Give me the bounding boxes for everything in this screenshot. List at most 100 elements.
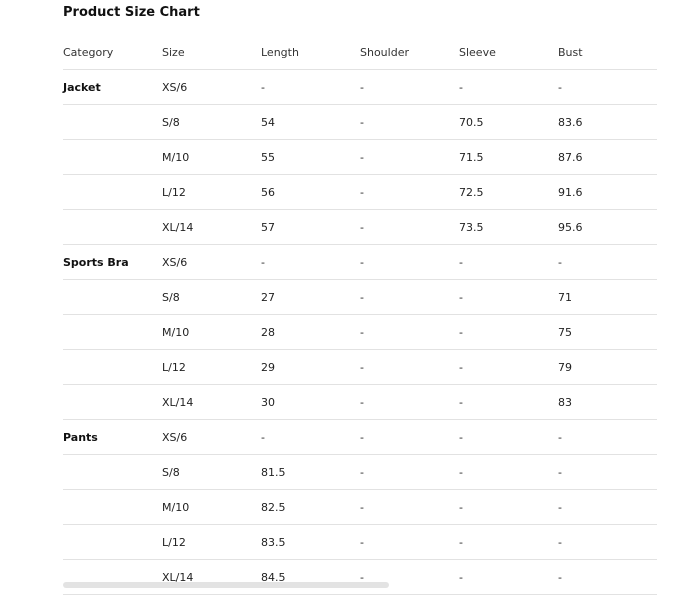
- cell-size: L/12: [162, 349, 261, 385]
- cell-bust: 95.6: [558, 209, 657, 245]
- cell-bust: -: [558, 489, 657, 525]
- cell-category: [63, 559, 162, 595]
- table-row: XL/14 57-73.5 95.6: [63, 209, 657, 245]
- column-header-sleeve: Sleeve: [459, 35, 558, 70]
- horizontal-scrollbar[interactable]: [63, 582, 389, 588]
- table-row: Sports Bra XS/6- - - -: [63, 244, 657, 280]
- cell-shoulder: -: [360, 489, 459, 525]
- cell-sleeve: -: [459, 489, 558, 525]
- table-row: XL/14 30- -83: [63, 384, 657, 420]
- cell-sleeve: 70.5: [459, 104, 558, 140]
- table-row: S/8 81.5- - -: [63, 454, 657, 490]
- cell-size: M/10: [162, 139, 261, 175]
- cell-length: 29: [261, 349, 360, 385]
- table-row: M/10 55-71.5 87.6: [63, 139, 657, 175]
- cell-category: Jacket: [63, 69, 162, 105]
- cell-sleeve: -: [459, 384, 558, 420]
- cell-category: [63, 524, 162, 560]
- cell-shoulder: -: [360, 349, 459, 385]
- cell-size: S/8: [162, 279, 261, 315]
- cell-length: 81.5: [261, 454, 360, 490]
- cell-size: XL/14: [162, 559, 261, 595]
- cell-bust: 87.6: [558, 139, 657, 175]
- table-row: M/10 82.5- - -: [63, 489, 657, 525]
- table-row: L/12 29- -79: [63, 349, 657, 385]
- cell-length: 30: [261, 384, 360, 420]
- table-row: Jacket XS/6- - - -: [63, 69, 657, 105]
- cell-bust: 79: [558, 349, 657, 385]
- column-header-length: Length: [261, 35, 360, 70]
- cell-length: 55: [261, 139, 360, 175]
- cell-category: [63, 139, 162, 175]
- cell-length: 54: [261, 104, 360, 140]
- cell-size: XS/6: [162, 244, 261, 280]
- cell-bust: 83: [558, 384, 657, 420]
- table-row: S/8 54-70.5 83.6: [63, 104, 657, 140]
- page-title: Product Size Chart: [63, 5, 200, 20]
- cell-shoulder: -: [360, 524, 459, 560]
- cell-length: 56: [261, 174, 360, 210]
- cell-shoulder: -: [360, 384, 459, 420]
- column-header-bust: Bust: [558, 35, 657, 70]
- cell-sleeve: -: [459, 244, 558, 280]
- cell-bust: -: [558, 419, 657, 455]
- cell-shoulder: -: [360, 244, 459, 280]
- column-header-category: Category: [63, 35, 162, 70]
- cell-bust: -: [558, 454, 657, 490]
- cell-size: M/10: [162, 314, 261, 350]
- cell-sleeve: 71.5: [459, 139, 558, 175]
- cell-sleeve: -: [459, 454, 558, 490]
- cell-shoulder: -: [360, 419, 459, 455]
- cell-shoulder: -: [360, 139, 459, 175]
- cell-length: -: [261, 419, 360, 455]
- cell-category: [63, 349, 162, 385]
- cell-size: L/12: [162, 174, 261, 210]
- cell-length: 57: [261, 209, 360, 245]
- cell-sleeve: -: [459, 349, 558, 385]
- cell-bust: -: [558, 69, 657, 105]
- cell-shoulder: -: [360, 454, 459, 490]
- table-row: M/10 28- -75: [63, 314, 657, 350]
- cell-length: 84.5: [261, 559, 360, 595]
- cell-bust: -: [558, 524, 657, 560]
- cell-length: 83.5: [261, 524, 360, 560]
- cell-shoulder: -: [360, 174, 459, 210]
- cell-sleeve: -: [459, 419, 558, 455]
- cell-size: XL/14: [162, 384, 261, 420]
- cell-sleeve: -: [459, 524, 558, 560]
- cell-shoulder: -: [360, 209, 459, 245]
- cell-shoulder: -: [360, 314, 459, 350]
- table-row: S/8 27- -71: [63, 279, 657, 315]
- cell-shoulder: -: [360, 104, 459, 140]
- cell-length: -: [261, 244, 360, 280]
- cell-size: M/10: [162, 489, 261, 525]
- cell-sleeve: -: [459, 279, 558, 315]
- cell-bust: 83.6: [558, 104, 657, 140]
- cell-length: 27: [261, 279, 360, 315]
- size-chart-table-container: Category Size Length Shoulder Sleeve Bust Jac…: [63, 35, 657, 595]
- table-header-row: Category Size Length Shoulder Sleeve Bust: [63, 35, 657, 70]
- cell-shoulder: -: [360, 559, 459, 595]
- cell-bust: 91.6: [558, 174, 657, 210]
- cell-category: [63, 279, 162, 315]
- table-row: Pants XS/6- - - -: [63, 419, 657, 455]
- cell-length: -: [261, 69, 360, 105]
- cell-category: [63, 384, 162, 420]
- cell-category: [63, 174, 162, 210]
- cell-length: 82.5: [261, 489, 360, 525]
- cell-category: [63, 489, 162, 525]
- cell-bust: -: [558, 244, 657, 280]
- cell-category: [63, 454, 162, 490]
- cell-bust: 71: [558, 279, 657, 315]
- cell-sleeve: -: [459, 314, 558, 350]
- cell-sleeve: 72.5: [459, 174, 558, 210]
- cell-category: Sports Bra: [63, 244, 162, 280]
- cell-size: S/8: [162, 454, 261, 490]
- column-header-size: Size: [162, 35, 261, 70]
- table-row: L/12 56-72.5 91.6: [63, 174, 657, 210]
- cell-shoulder: -: [360, 279, 459, 315]
- cell-sleeve: -: [459, 559, 558, 595]
- column-header-shoulder: Shoulder: [360, 35, 459, 70]
- cell-bust: 75: [558, 314, 657, 350]
- size-chart-table: Category Size Length Shoulder Sleeve Bust Jac…: [63, 35, 657, 595]
